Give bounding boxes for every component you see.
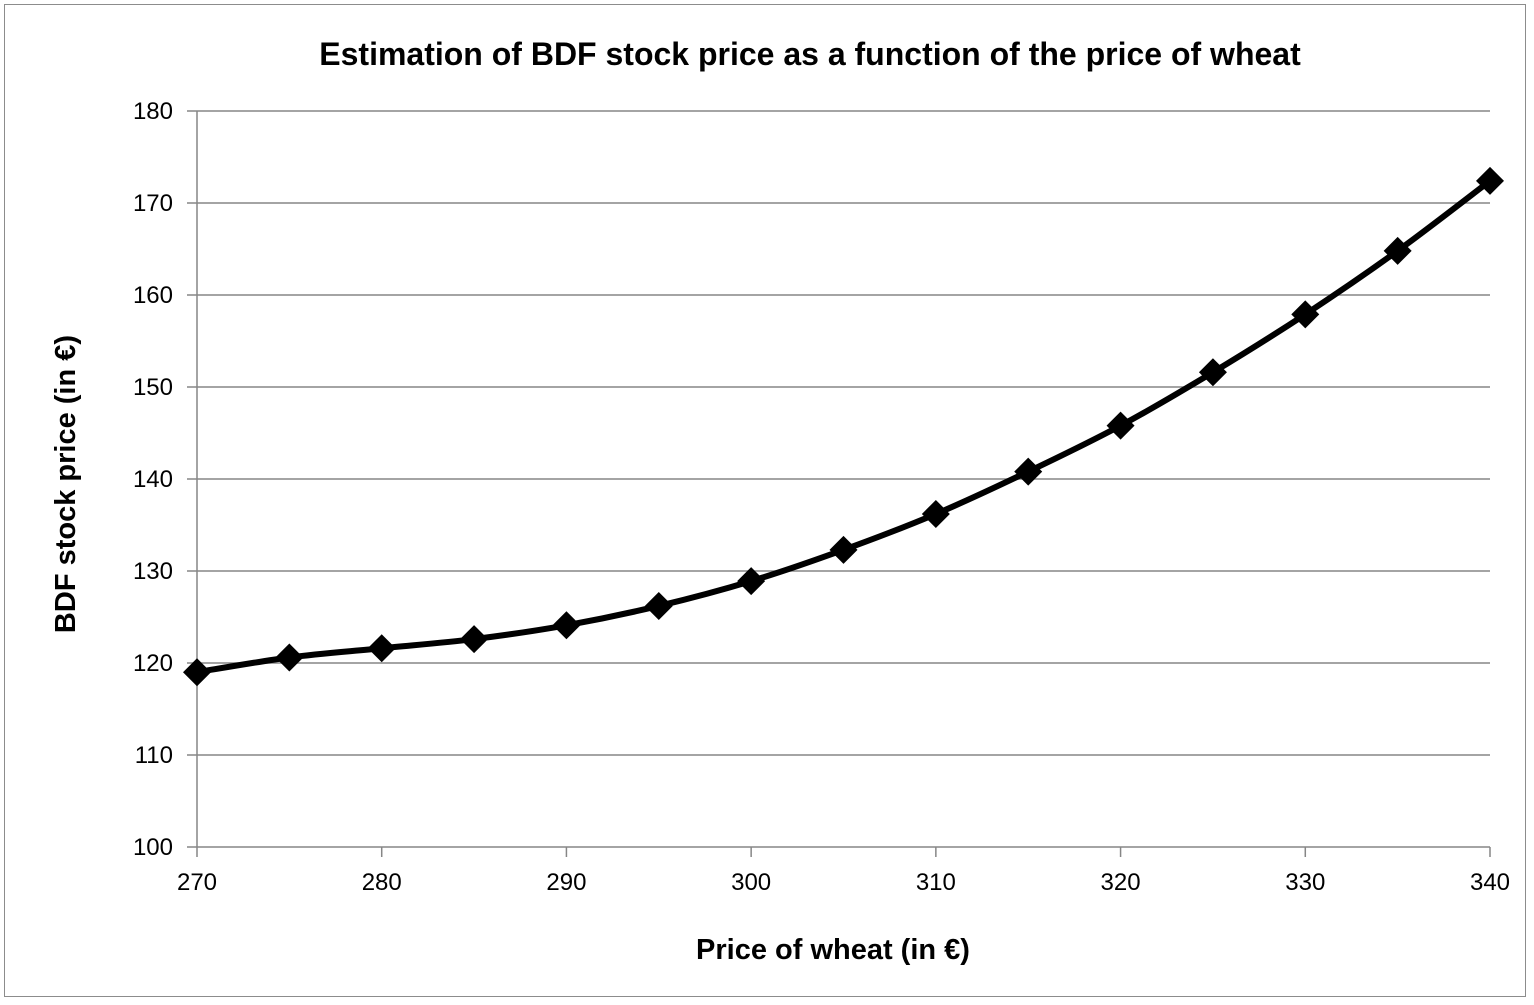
y-tick-label-160: 160 [133, 282, 173, 309]
y-tick-label-110: 110 [135, 742, 173, 769]
x-tick-label-330: 330 [1285, 869, 1325, 896]
x-axis-tick-labels: 270 280 290 300 310 320 330 340 [177, 869, 1510, 896]
data-point-320 [1106, 411, 1135, 440]
data-point-290 [552, 611, 581, 640]
y-tick-label-120: 120 [133, 650, 173, 677]
x-axis-title: Price of wheat (in €) [696, 934, 970, 966]
x-tick-label-300: 300 [731, 869, 771, 896]
x-tick-label-290: 290 [546, 869, 586, 896]
y-tick-label-100: 100 [133, 834, 173, 861]
data-point-295 [644, 591, 673, 620]
series-line-0 [194, 177, 1493, 676]
axes [187, 110, 1491, 857]
x-tick-label-310: 310 [916, 869, 956, 896]
x-tick-label-280: 280 [362, 869, 402, 896]
data-point-335 [1383, 236, 1412, 265]
y-axis-title: BDF stock price (in €) [50, 335, 82, 633]
data-point-300 [737, 567, 766, 596]
gridlines [197, 110, 1490, 756]
data-point-275 [275, 643, 304, 672]
data-point-325 [1198, 358, 1227, 387]
y-tick-label-150: 150 [133, 374, 173, 401]
y-axis-tick-labels: 100 110 120 130 140 150 160 170 180 [133, 98, 173, 861]
chart-frame [4, 4, 1526, 997]
y-tick-label-180: 180 [133, 98, 173, 125]
data-point-270 [183, 658, 211, 687]
data-point-340 [1476, 166, 1504, 195]
data-point-315 [1014, 457, 1043, 486]
data-point-280 [367, 634, 396, 663]
x-tick-label-340: 340 [1470, 869, 1510, 896]
series [183, 166, 1504, 687]
y-tick-label-170: 170 [133, 190, 173, 217]
y-tick-label-140: 140 [133, 466, 173, 493]
data-point-330 [1291, 300, 1320, 329]
data-point-285 [460, 625, 489, 654]
data-point-310 [921, 499, 950, 528]
data-point-305 [829, 535, 858, 564]
chart-title: Estimation of BDF stock price as a funct… [319, 36, 1301, 72]
y-tick-label-130: 130 [133, 558, 173, 585]
x-tick-label-270: 270 [177, 869, 217, 896]
x-tick-label-320: 320 [1101, 869, 1141, 896]
